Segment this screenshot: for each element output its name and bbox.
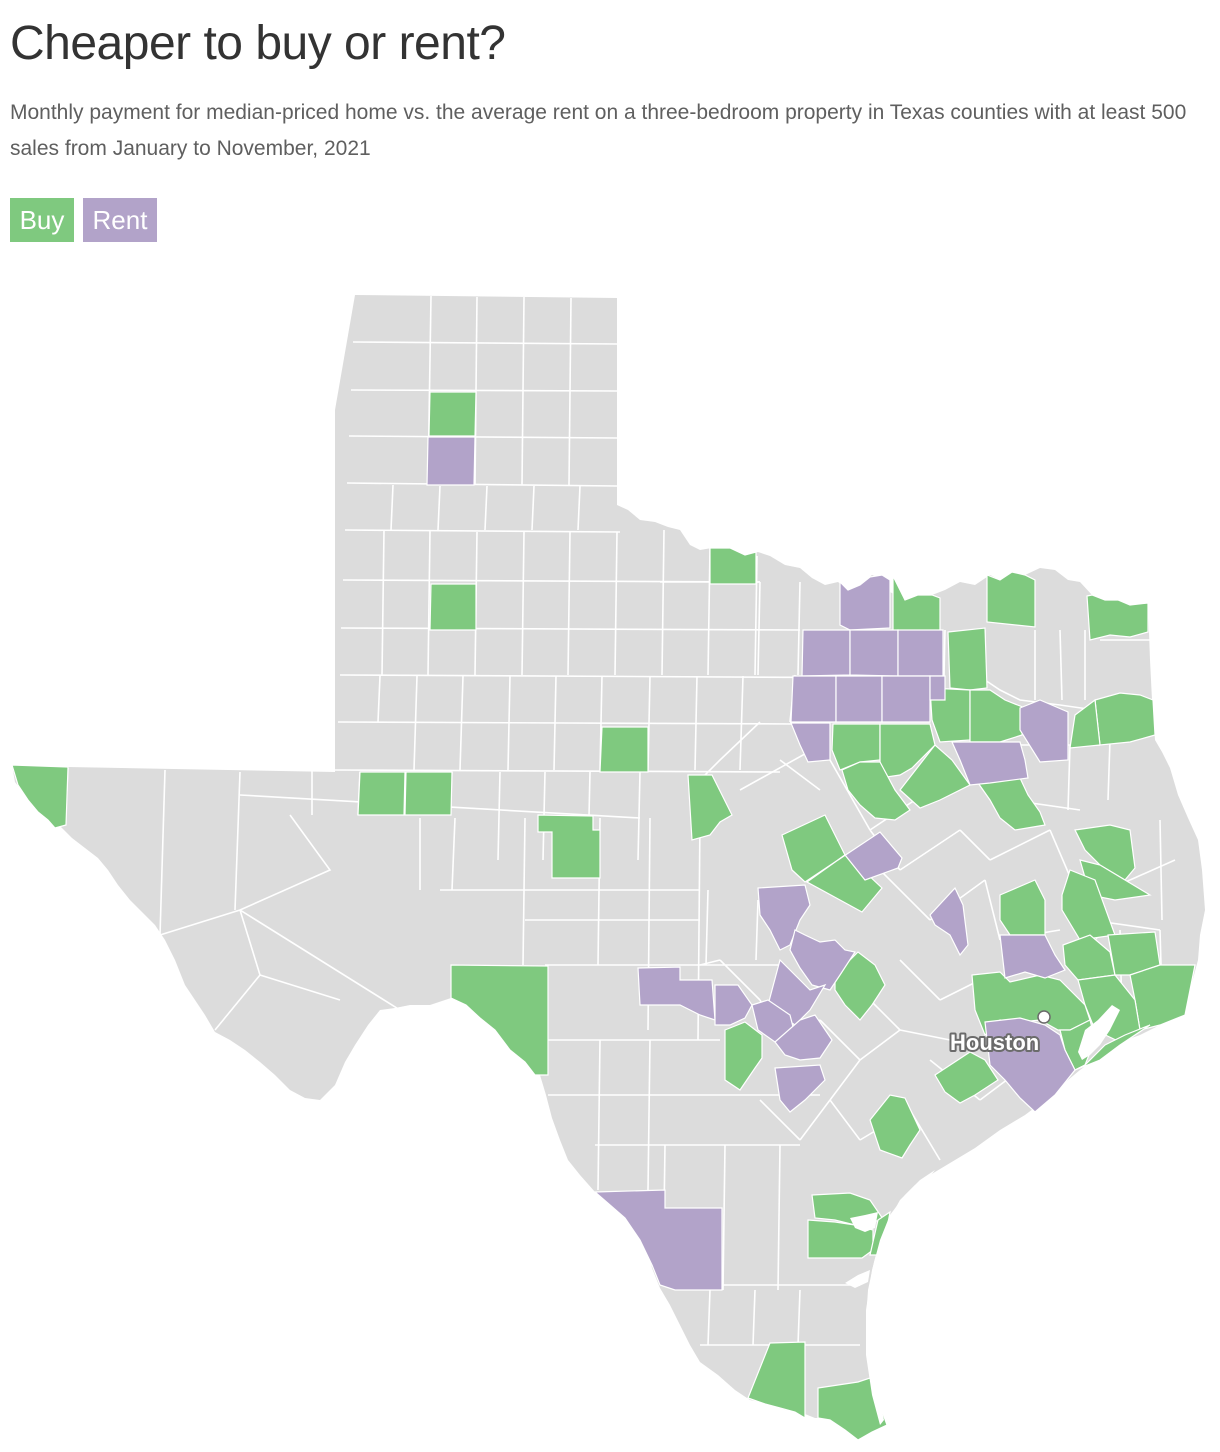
county-buy bbox=[869, 1094, 921, 1159]
legend-label-buy: Buy bbox=[19, 204, 65, 235]
county-rent bbox=[1019, 699, 1069, 763]
chart-subtitle: Monthly payment for median-priced home v… bbox=[10, 101, 1187, 160]
county-buy bbox=[687, 774, 733, 841]
houston-marker: Houston bbox=[948, 1010, 1051, 1057]
county-rent bbox=[714, 984, 753, 1026]
county-rent bbox=[801, 629, 851, 677]
county-buy bbox=[709, 547, 757, 585]
city-label-houston: Houston bbox=[950, 1030, 1039, 1055]
county-rent bbox=[951, 741, 1029, 786]
county-rent bbox=[637, 966, 716, 1021]
county-rent bbox=[839, 574, 891, 631]
county-rent bbox=[881, 675, 931, 723]
legend-item-buy: Buy bbox=[10, 198, 74, 242]
county-rent bbox=[593, 1189, 723, 1291]
county-rent bbox=[426, 436, 476, 486]
county-buy bbox=[817, 1377, 888, 1441]
legend-label-rent: Rent bbox=[92, 204, 148, 235]
county-buy bbox=[929, 687, 971, 743]
county-buy bbox=[599, 726, 649, 773]
county-buy bbox=[1074, 824, 1136, 881]
county-rent bbox=[984, 1017, 1076, 1113]
county-buy bbox=[1069, 698, 1101, 749]
county-rent bbox=[897, 629, 944, 677]
county-buy bbox=[986, 571, 1036, 628]
county-buy bbox=[450, 964, 549, 1076]
county-buy bbox=[841, 761, 911, 821]
county-buy bbox=[892, 575, 941, 633]
county-rent bbox=[774, 1014, 833, 1061]
county-buy bbox=[974, 777, 1046, 831]
legend: Buy Rent bbox=[10, 198, 157, 242]
city-dot-icon bbox=[1037, 1010, 1051, 1024]
county-rent bbox=[789, 929, 856, 991]
county-buy bbox=[1129, 964, 1196, 1031]
county-rent bbox=[790, 675, 837, 723]
county-rent bbox=[929, 886, 969, 957]
county-rent bbox=[790, 722, 831, 763]
county-buy bbox=[1074, 1024, 1151, 1071]
county-buy bbox=[357, 771, 406, 816]
county-buy bbox=[11, 764, 69, 829]
county-buy bbox=[404, 771, 453, 816]
county-rent bbox=[837, 831, 903, 881]
county-buy bbox=[834, 951, 886, 1021]
coastal-water bbox=[845, 1005, 1120, 1425]
county-buy bbox=[428, 391, 477, 437]
county-buy bbox=[1086, 594, 1149, 641]
county-buy bbox=[724, 1021, 763, 1091]
county-buy bbox=[747, 1341, 806, 1420]
county-rent bbox=[929, 675, 946, 701]
county-buy bbox=[537, 814, 601, 879]
county-buy bbox=[1094, 692, 1156, 746]
county-rent bbox=[849, 629, 899, 677]
county-rent bbox=[774, 1064, 826, 1113]
rent-counties bbox=[426, 436, 1076, 1291]
texas-outline bbox=[12, 295, 1205, 1440]
county-rent bbox=[835, 675, 883, 723]
county-buy bbox=[947, 627, 988, 691]
county-buy bbox=[934, 1051, 999, 1104]
county-rent bbox=[999, 934, 1066, 979]
legend-item-rent: Rent bbox=[83, 198, 157, 242]
chart-title: Cheaper to buy or rent? bbox=[10, 17, 506, 70]
county-rent bbox=[757, 884, 811, 951]
buy-counties bbox=[11, 391, 1196, 1441]
county-buy bbox=[429, 583, 477, 631]
